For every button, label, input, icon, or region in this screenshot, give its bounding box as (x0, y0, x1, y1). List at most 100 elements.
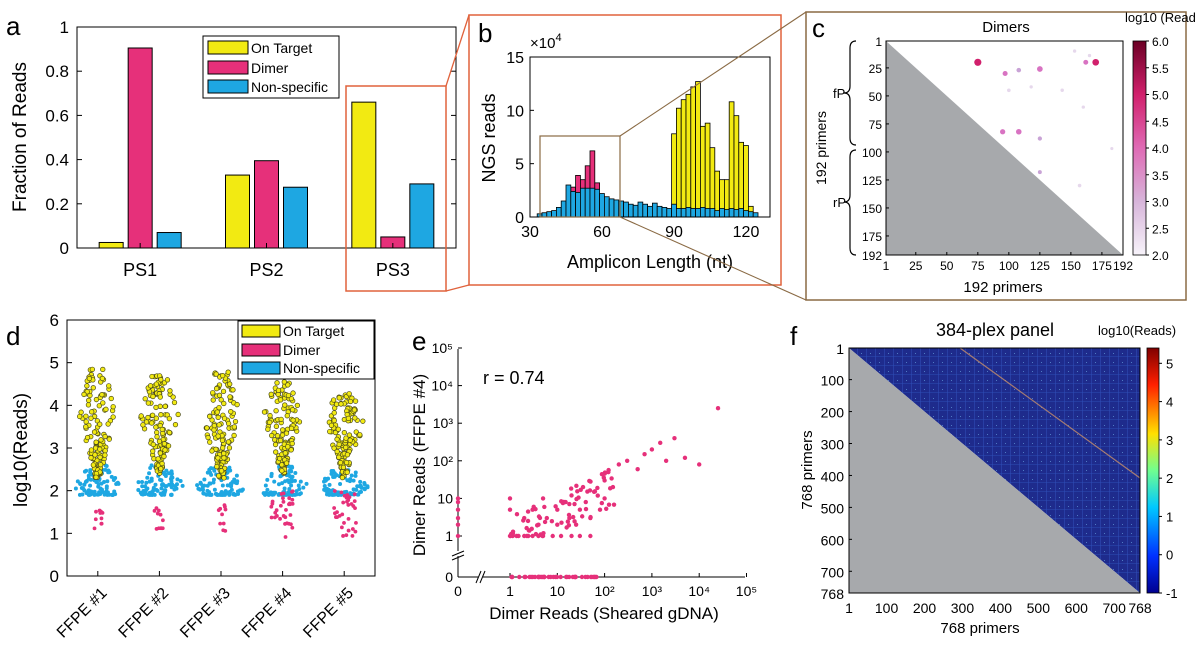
point-dimer-d (218, 506, 223, 511)
point-non-specific-d (104, 464, 109, 469)
point-non-specific-d (207, 492, 212, 497)
colorbar-tick-label-f: 4 (1166, 395, 1173, 410)
point-on-target-d (274, 380, 280, 386)
dimer-point-c (974, 58, 982, 66)
point-e (579, 514, 585, 519)
point-non-specific-d (212, 487, 217, 492)
point-on-target-d (281, 379, 287, 385)
point-non-specific-d (198, 480, 203, 485)
point-e (558, 533, 564, 539)
point-on-target-d (221, 400, 227, 407)
point-on-target-d (159, 426, 165, 433)
point-on-target-d (215, 455, 221, 461)
point-on-target-d (209, 417, 215, 423)
dimer-point-c (1002, 70, 1008, 77)
xtick-label-f: 600 (1065, 600, 1089, 616)
point-on-target-d (106, 383, 112, 389)
xtick-label-e: 10² (594, 583, 615, 599)
xtick-label-f: 300 (951, 600, 975, 616)
point-on-target-d (90, 385, 96, 391)
point-dimer-d (99, 521, 104, 526)
point-non-specific-d (262, 491, 267, 496)
point-on-target-d (334, 448, 340, 455)
point-dimer-d (353, 529, 358, 534)
point-on-target-d (158, 412, 164, 418)
point-e (525, 518, 531, 524)
point-e (542, 519, 548, 525)
xtick-label-c: 192 (1113, 259, 1133, 273)
point-e (574, 483, 579, 489)
bar-b (704, 122, 711, 218)
point-e (534, 523, 540, 528)
bar-b (676, 208, 682, 218)
point-dimer-d (287, 502, 291, 507)
ytick-label-d: 3 (50, 439, 59, 458)
point-non-specific-d (178, 479, 183, 484)
bar-b (714, 210, 720, 218)
bar-a (351, 101, 377, 249)
point-dimer-d (352, 492, 357, 497)
point-e-zero-y (563, 574, 569, 580)
point-non-specific-d (293, 470, 298, 475)
point-non-specific-d (331, 468, 336, 473)
point-e (588, 533, 593, 539)
point-non-specific-d (297, 486, 302, 491)
title-f: 384-plex panel (936, 320, 1054, 340)
point-non-specific-d (327, 482, 332, 487)
point-e (555, 522, 560, 527)
point-dimer-d (287, 496, 292, 501)
point-non-specific-d (154, 487, 159, 492)
point-e (536, 533, 541, 539)
point-on-target-d (216, 422, 222, 428)
bar-a (225, 174, 250, 249)
point-dimer-d (281, 491, 286, 496)
point-on-target-d (110, 404, 116, 410)
point-non-specific-d (331, 475, 336, 480)
point-non-specific-d (322, 484, 327, 489)
bar-b (700, 206, 706, 218)
bar-b (642, 203, 648, 218)
point-on-target-d (142, 396, 148, 402)
point-on-target-d (327, 428, 333, 435)
bar-a (254, 160, 279, 249)
point-on-target-d (110, 414, 116, 420)
point-non-specific-d (237, 488, 242, 493)
dimer-point-c (1016, 67, 1022, 73)
point-on-target-d (285, 392, 292, 399)
bar-b (743, 145, 749, 218)
point-on-target-d (99, 375, 105, 382)
point-on-target-d (88, 447, 95, 453)
point-dimer-d (160, 518, 165, 523)
bar-b (604, 196, 610, 218)
xtick-label-c: 125 (1030, 259, 1050, 273)
point-on-target-d (339, 474, 346, 481)
bar-b (656, 205, 663, 218)
point-on-target-d (86, 397, 92, 404)
point-non-specific-d (273, 490, 278, 495)
point-e (568, 486, 574, 491)
point-non-specific-d (227, 465, 232, 470)
xtick-label-f: 1 (845, 600, 853, 616)
bar-a (409, 183, 435, 249)
ytick-label-c: 175 (862, 230, 882, 244)
bar-b (551, 210, 557, 218)
point-on-target-d (165, 443, 172, 449)
point-on-target-d (216, 392, 223, 398)
ytick-label-a: 0.2 (45, 195, 69, 214)
point-dimer-d (99, 516, 104, 521)
ytick-label-e: 0 (445, 569, 453, 585)
point-non-specific-d (88, 492, 93, 497)
xtick-label-b: 60 (593, 224, 611, 241)
bar-b (695, 81, 701, 218)
ytick-label-e: 10² (433, 453, 454, 469)
point-on-target-d (275, 387, 282, 394)
point-e-zero-x (455, 496, 461, 501)
point-on-target-d (85, 402, 92, 408)
bar-b (752, 212, 759, 218)
point-e (607, 486, 613, 491)
point-on-target-d (138, 413, 144, 419)
point-non-specific-d (297, 492, 302, 497)
point-non-specific-d (292, 478, 297, 483)
point-on-target-d (353, 429, 359, 435)
